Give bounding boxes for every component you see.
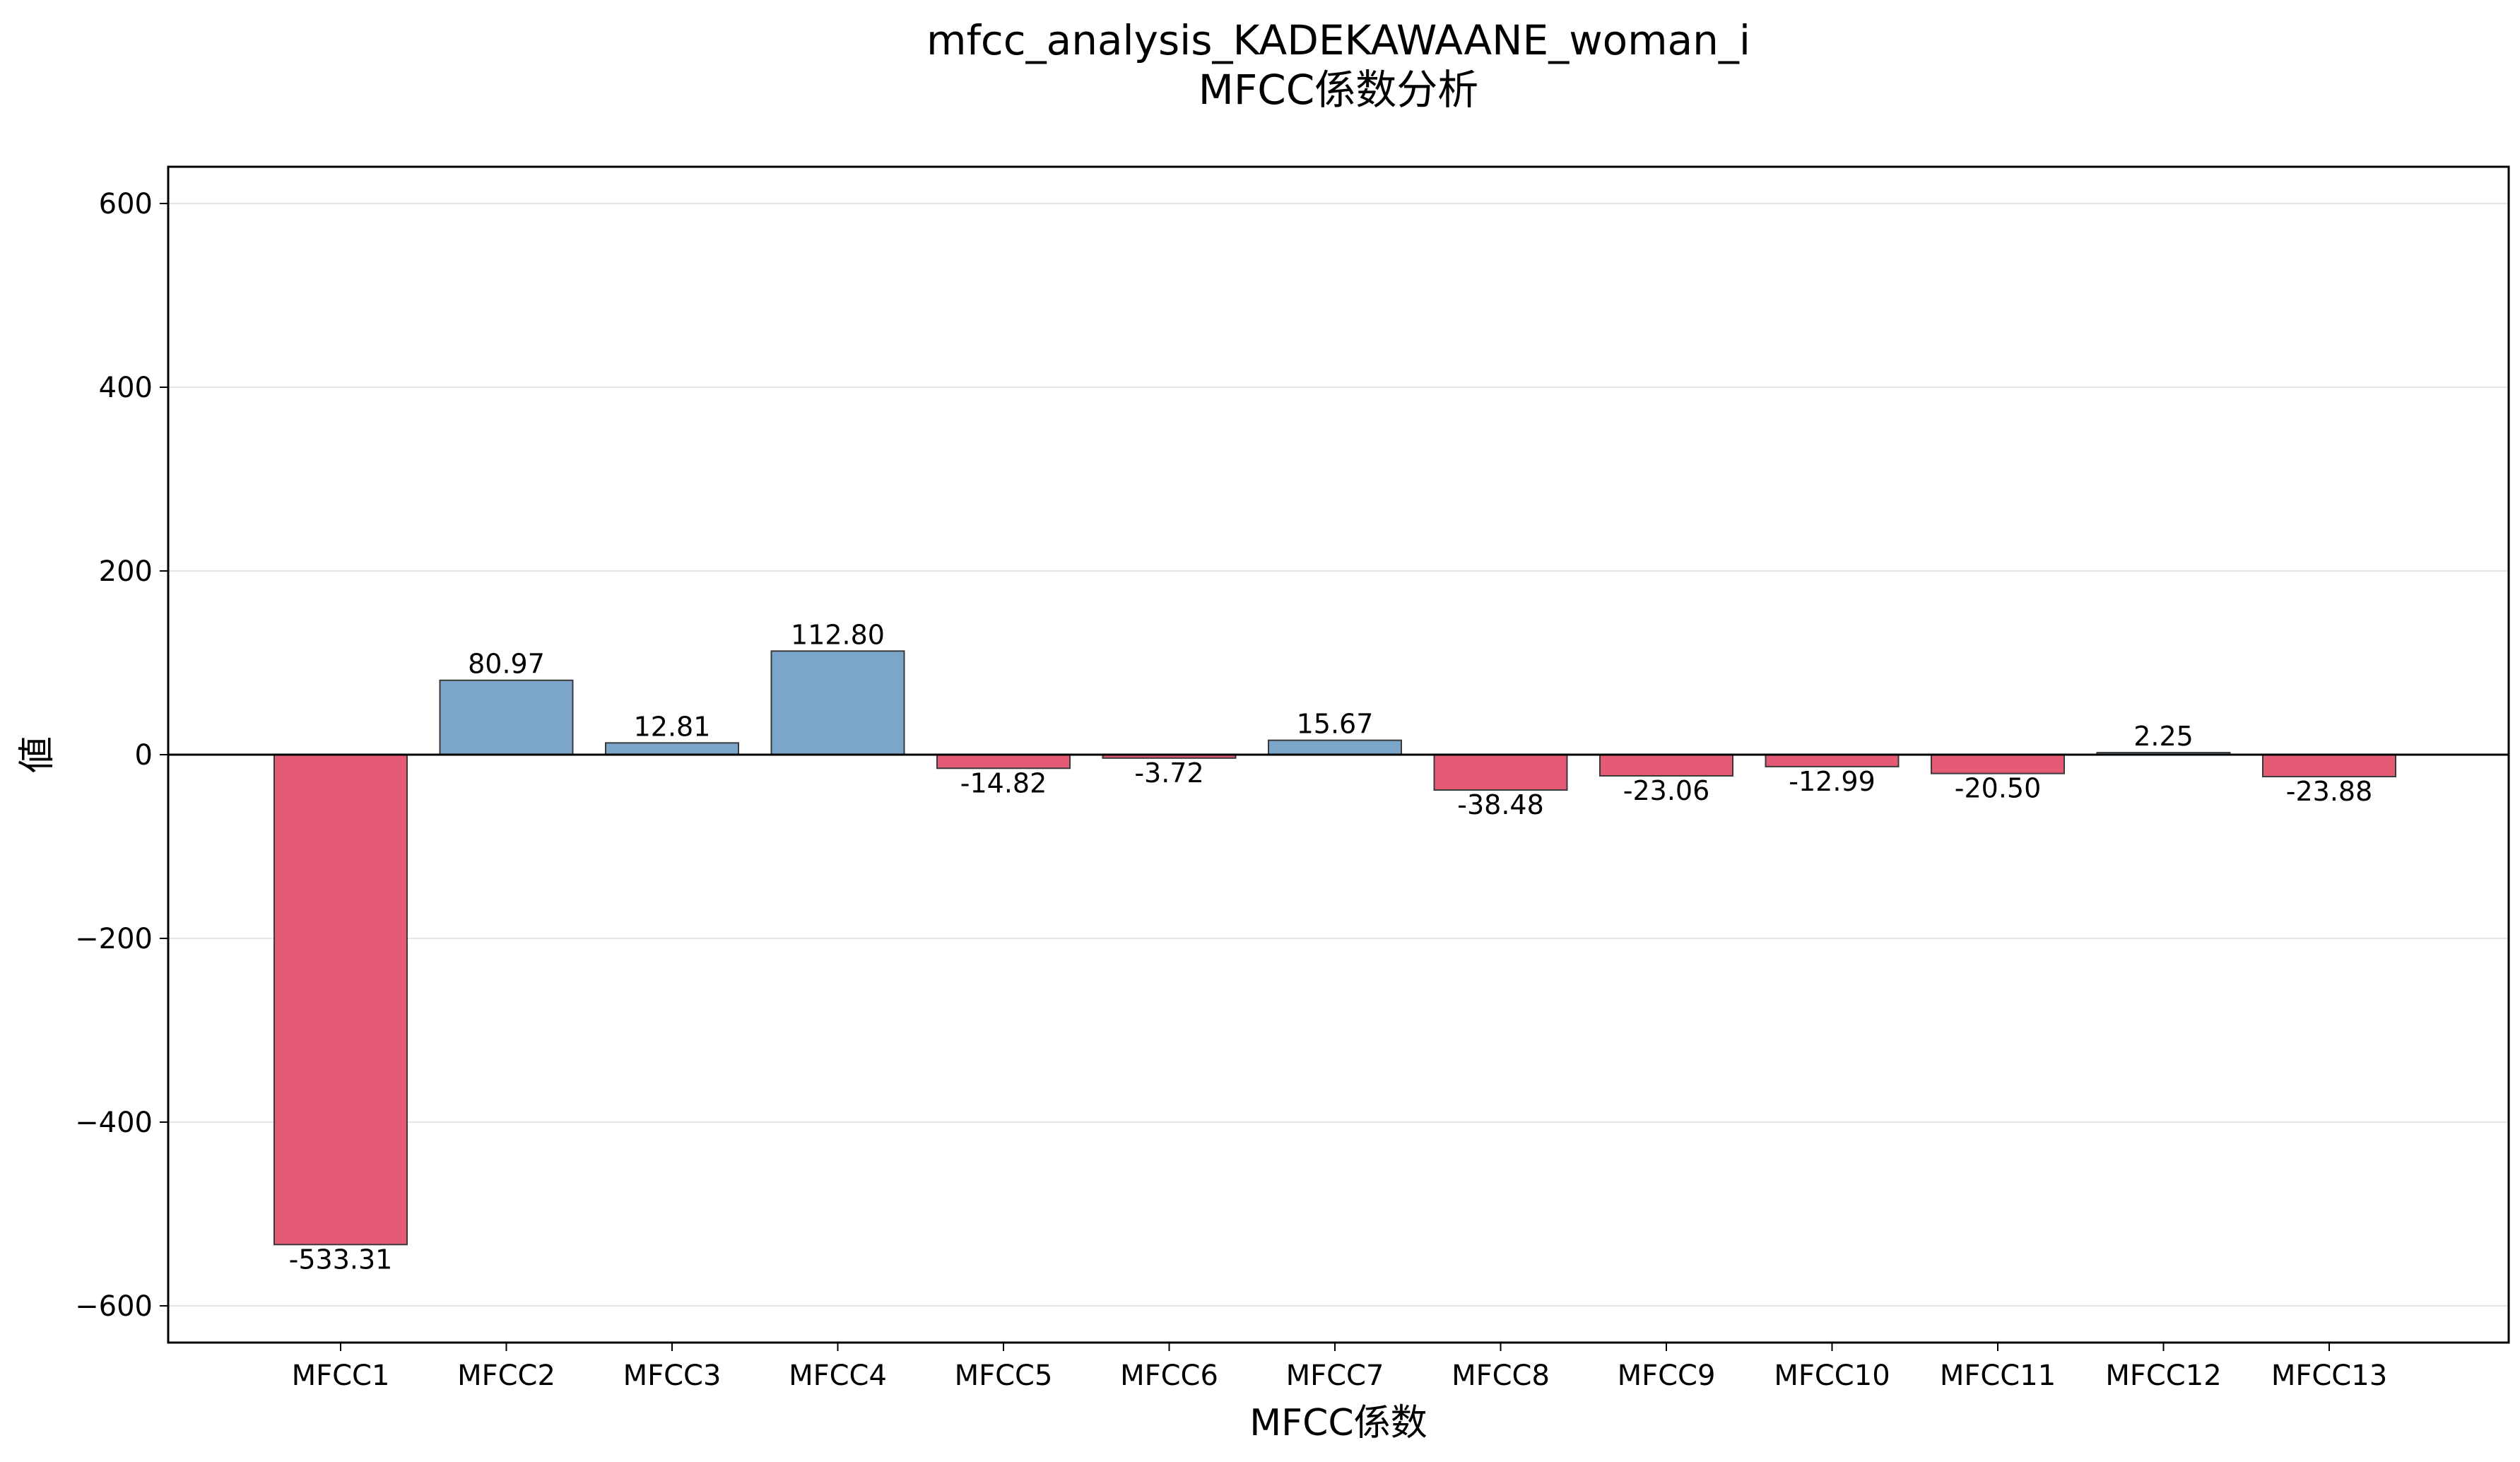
value-label: -20.50 — [1955, 773, 2042, 804]
value-label: 15.67 — [1297, 709, 1374, 740]
bar-mfcc7 — [1268, 739, 1402, 756]
value-label: 112.80 — [791, 619, 885, 650]
x-axis-ticks: MFCC1 MFCC2 MFCC3 MFCC4 MFCC5 MFCC6 MFCC7 MFCC8… — [292, 1343, 2387, 1392]
value-label: -3.72 — [1134, 757, 1203, 789]
value-label: -38.48 — [1457, 789, 1544, 820]
bar-mfcc3 — [605, 742, 739, 756]
bar-mfcc4 — [770, 650, 905, 755]
bar-mfcc5 — [936, 754, 1071, 770]
x-tick-label: MFCC11 — [1940, 1360, 2056, 1392]
bar-mfcc2 — [439, 679, 574, 756]
value-label: -533.31 — [289, 1244, 393, 1275]
bar-mfcc9 — [1599, 754, 1733, 777]
x-tick-label: MFCC3 — [623, 1360, 722, 1392]
bar-mfcc11 — [1931, 754, 2065, 774]
value-label: 80.97 — [468, 649, 545, 680]
y-tick-label: 0 — [135, 739, 153, 772]
x-tick-label: MFCC2 — [457, 1360, 555, 1392]
x-tick-label: MFCC9 — [1618, 1360, 1716, 1392]
y-tick-label: 600 — [99, 188, 153, 220]
bar-mfcc1 — [273, 754, 408, 1246]
bar-mfcc10 — [1765, 754, 1900, 767]
x-tick-label: MFCC6 — [1120, 1360, 1218, 1392]
x-tick-label: MFCC10 — [1774, 1360, 1890, 1392]
chart-title: mfcc_analysis_KADEKAWAANE_woman_i — [926, 16, 1750, 64]
x-tick-label: MFCC4 — [789, 1360, 887, 1392]
value-label: 12.81 — [634, 711, 711, 742]
value-label: 2.25 — [2133, 721, 2194, 752]
y-tick-label: 400 — [99, 372, 153, 404]
y-axis-label: 値 — [16, 736, 59, 773]
x-tick-label: MFCC1 — [292, 1360, 390, 1392]
chart-subtitle: MFCC係数分析 — [1199, 66, 1478, 114]
x-tick-label: MFCC7 — [1286, 1360, 1384, 1392]
value-labels: -533.31 80.97 12.81 112.80 -14.82 -3.72 15.67 -… — [289, 619, 2373, 1275]
x-tick-label: MFCC8 — [1452, 1360, 1550, 1392]
x-tick-label: MFCC12 — [2105, 1360, 2221, 1392]
x-axis-label: MFCC係数 — [1249, 1402, 1427, 1444]
bar-mfcc13 — [2262, 754, 2396, 778]
bar-mfcc8 — [1433, 754, 1568, 791]
bars — [273, 650, 2396, 1246]
value-label: -23.88 — [2286, 776, 2373, 807]
value-label: -14.82 — [960, 767, 1047, 798]
y-tick-label: 200 — [99, 555, 153, 588]
y-tick-label: −400 — [75, 1107, 153, 1139]
y-axis-ticks: 600 400 200 0 −200 −400 −600 — [75, 188, 168, 1323]
value-label: -12.99 — [1789, 766, 1876, 797]
y-tick-label: −200 — [75, 923, 153, 955]
x-tick-label: MFCC13 — [2271, 1360, 2387, 1392]
value-label: -23.06 — [1623, 775, 1710, 806]
y-tick-label: −600 — [75, 1290, 153, 1323]
x-tick-label: MFCC5 — [955, 1360, 1053, 1392]
